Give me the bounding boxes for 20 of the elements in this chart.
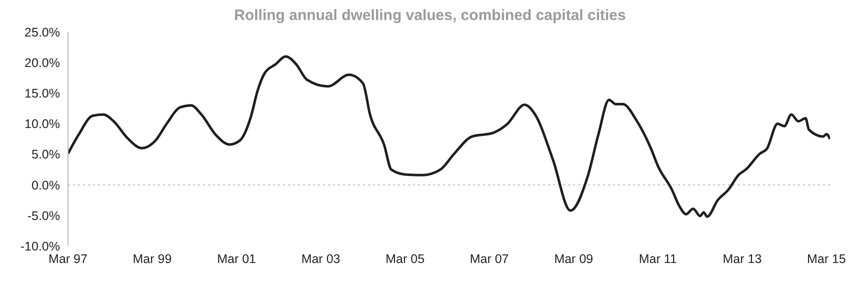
x-tick-label: Mar 07	[470, 252, 509, 266]
y-tick-label: 0.0%	[32, 178, 60, 192]
chart-title: Rolling annual dwelling values, combined capital cities	[233, 7, 627, 26]
x-tick-label: Mar 99	[132, 252, 172, 266]
x-tick-label: Mar 05	[386, 252, 425, 266]
line-series	[68, 55, 830, 218]
y-tick-label: 15.0%	[24, 86, 60, 101]
x-tick-label: Mar 03	[301, 252, 340, 266]
y-tick-label: 5.0%	[32, 148, 60, 162]
x-tick-label: Mar 97	[48, 252, 88, 266]
y-tick-label: 20.0%	[24, 56, 60, 70]
x-tick-label: Mar 11	[638, 252, 677, 266]
x-tick-label: Mar 13	[722, 252, 762, 266]
y-tick-label: -10.0%	[20, 239, 60, 254]
x-tick-label: Mar 01	[217, 252, 256, 266]
y-tick-label: 25.0%	[24, 25, 60, 40]
y-tick-label: -5.0%	[27, 208, 60, 223]
x-tick-label: Mar 09	[554, 252, 594, 266]
x-tick-label: Mar 15	[806, 252, 846, 266]
y-tick-label: 10.0%	[24, 117, 60, 132]
